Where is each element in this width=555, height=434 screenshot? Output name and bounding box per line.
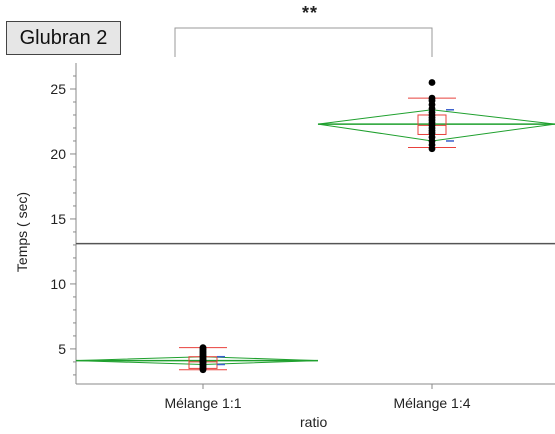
data-point [428,94,436,102]
x-axis-label: ratio [300,414,328,430]
significance-bracket [174,27,433,57]
chart-title: Glubran 2 [6,21,121,55]
x-tick-label: Mélange 1:1 [164,395,241,411]
mean-diamond [317,109,555,142]
y-tick-label: 25 [50,81,66,97]
y-tick-label: 10 [50,276,66,292]
data-point [199,344,207,352]
x-tick-label: Mélange 1:4 [393,395,470,411]
y-tick-label: 5 [58,341,66,357]
significance-label: ** [301,3,318,23]
data-point [428,79,436,86]
y-tick-label: 20 [50,146,66,162]
y-tick-label: 15 [50,211,66,227]
